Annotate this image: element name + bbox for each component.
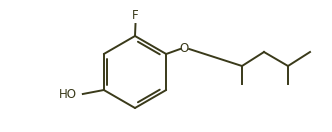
Text: O: O: [180, 43, 189, 55]
Text: F: F: [132, 9, 139, 22]
Text: HO: HO: [59, 88, 77, 100]
